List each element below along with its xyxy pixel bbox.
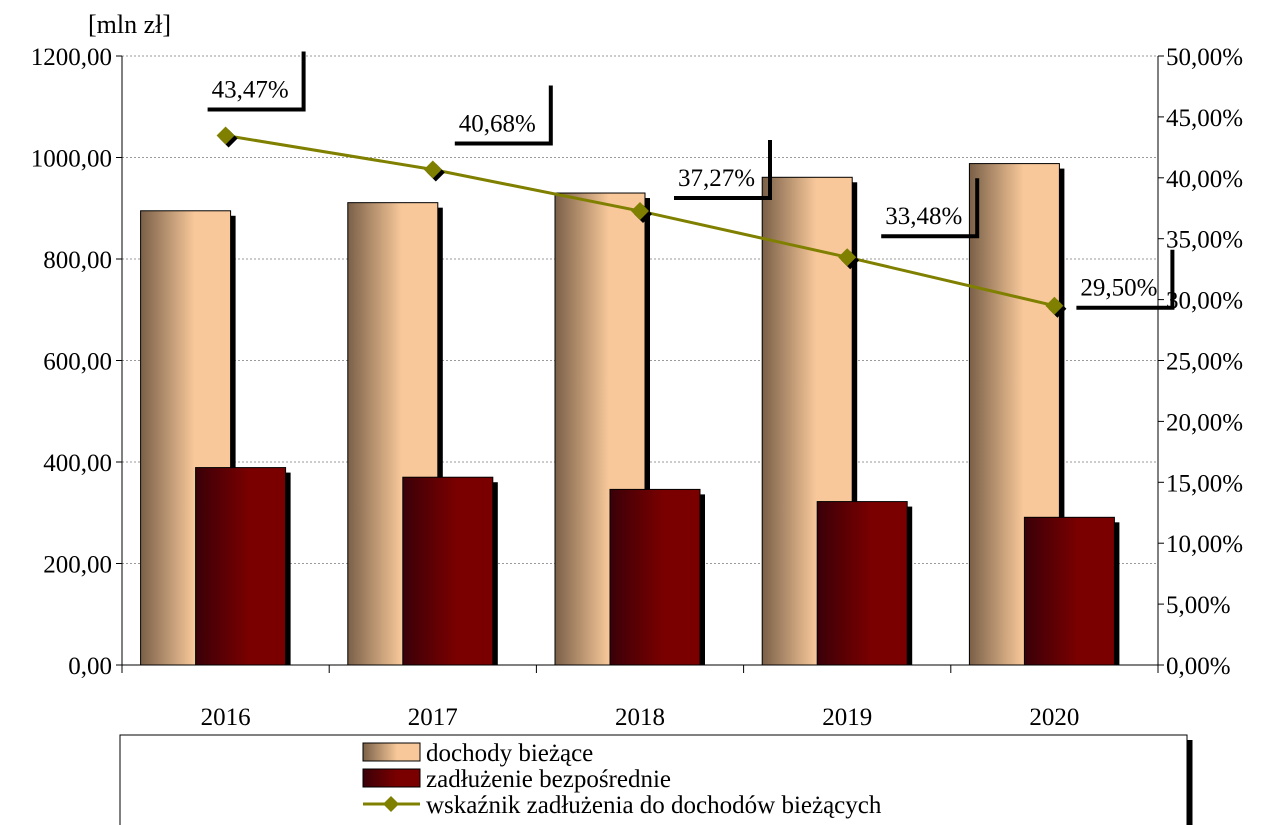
legend-box bbox=[119, 734, 1188, 825]
ratio-marker-2016 bbox=[216, 126, 235, 145]
y-left-tick-label: 0,00 bbox=[68, 653, 112, 680]
y-left-tick-label: 1200,00 bbox=[31, 44, 112, 71]
y-right-tick-label: 10,00% bbox=[1166, 531, 1243, 558]
y-axis-unit-label: [mln zł] bbox=[88, 10, 171, 39]
y-right-tick-label: 45,00% bbox=[1166, 105, 1243, 132]
bar-zadluzenie-2016 bbox=[195, 467, 287, 666]
y-left-tick-label: 400,00 bbox=[43, 450, 112, 477]
data-label-frame bbox=[207, 51, 306, 112]
data-label-2018: 37,27% bbox=[678, 165, 755, 192]
ratio-marker-2017 bbox=[423, 160, 442, 179]
x-tick-label-2016: 2016 bbox=[201, 704, 251, 731]
y-right-tick-label: 5,00% bbox=[1166, 592, 1231, 619]
data-label-2020: 29,50% bbox=[1080, 275, 1157, 302]
ratio-line bbox=[216, 126, 1067, 318]
y-left-tick-label: 200,00 bbox=[43, 552, 112, 579]
x-tick-label-2018: 2018 bbox=[615, 704, 665, 731]
y-right-tick-label: 40,00% bbox=[1166, 166, 1243, 193]
y-right-tick-label: 15,00% bbox=[1166, 470, 1243, 497]
x-tick-label-2017: 2017 bbox=[408, 704, 458, 731]
x-tick-label-2020: 2020 bbox=[1029, 704, 1079, 731]
data-label-frame bbox=[1076, 249, 1175, 310]
ratio-marker-2019 bbox=[838, 248, 857, 267]
bars bbox=[140, 163, 1120, 666]
legend-label-zadluzenie: zadłużenie bezpośrednie bbox=[426, 766, 671, 793]
data-labels: 43,47% 40,68% 37,27% 33,48% 29,50% bbox=[207, 51, 1175, 310]
data-label-frame bbox=[881, 178, 980, 239]
bar-zadluzenie-2018 bbox=[609, 488, 701, 666]
y-right-tick-label: 0,00% bbox=[1166, 653, 1231, 680]
y-left-tick-label: 800,00 bbox=[43, 247, 112, 274]
ratio-marker-2018 bbox=[631, 202, 649, 221]
data-label-2017: 40,68% bbox=[459, 111, 536, 138]
y-left-tick-label: 600,00 bbox=[43, 349, 112, 376]
data-label-frame bbox=[674, 140, 772, 201]
x-tick-label-2019: 2019 bbox=[822, 704, 872, 731]
bar-zadluzenie-2019 bbox=[816, 501, 908, 666]
bar-zadluzenie-2020 bbox=[1023, 516, 1115, 666]
axes: 0,00 200,00 400,00 600,00 800,00 1000,00 1200,… bbox=[31, 44, 1243, 731]
y-left-tick-label: 1000,00 bbox=[31, 146, 112, 173]
legend-label-dochody: dochody bieżące bbox=[426, 740, 593, 767]
bar-zadluzenie-2017 bbox=[402, 476, 494, 666]
legend-marker-wskaznik bbox=[383, 796, 399, 812]
y-right-tick-label: 20,00% bbox=[1166, 409, 1243, 436]
y-right-tick-label: 50,00% bbox=[1166, 44, 1243, 71]
data-label-2016: 43,47% bbox=[212, 77, 289, 104]
data-label-frame bbox=[454, 85, 553, 146]
y-right-tick-label: 25,00% bbox=[1166, 349, 1243, 376]
y-right-tick-label: 30,00% bbox=[1166, 288, 1243, 315]
y-right-tick-label: 35,00% bbox=[1166, 227, 1243, 254]
legend-swatch-dochody bbox=[362, 742, 421, 762]
legend-swatch-zadluzenie bbox=[362, 768, 421, 788]
legend-label-wskaznik: wskaźnik zadłużenia do dochodów bieżącyc… bbox=[426, 792, 882, 819]
data-label-2019: 33,48% bbox=[885, 203, 962, 230]
ratio-marker-2020 bbox=[1045, 296, 1064, 315]
